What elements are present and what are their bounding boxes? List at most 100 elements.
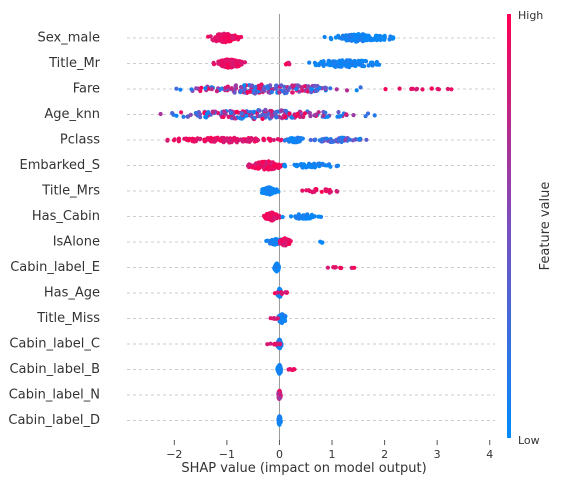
shap-point [287, 367, 293, 372]
shap-point [314, 187, 319, 192]
shap-point [324, 187, 329, 192]
shap-point [391, 36, 396, 41]
feature-label: Cabin_label_E [10, 260, 100, 275]
feature-label: Cabin_label_D [8, 413, 100, 428]
shap-point [314, 88, 319, 93]
colorbar-high-label: High [518, 9, 543, 22]
shap-point [277, 414, 282, 419]
shap-point [294, 87, 299, 92]
shap-point [330, 62, 335, 67]
shap-point [280, 214, 285, 220]
shap-point [239, 61, 244, 66]
shap-point [282, 84, 287, 89]
shap-point [268, 341, 273, 346]
feature-label: Embarked_S [19, 158, 100, 173]
shap-point [165, 138, 170, 143]
shap-point [277, 341, 283, 346]
colorbar-title: Feature value [538, 182, 553, 271]
shap-point [275, 290, 280, 295]
shap-point [313, 137, 318, 142]
shap-point [300, 188, 305, 193]
shap-point [208, 139, 214, 144]
feature-label: Cabin_label_B [9, 362, 100, 377]
shap-point [273, 239, 278, 244]
shap-point [282, 138, 288, 143]
shap-point [212, 139, 217, 144]
shap-point [299, 85, 304, 90]
shap-point [233, 83, 238, 88]
shap-point [276, 369, 281, 374]
feature-label: Title_Mrs [41, 184, 100, 199]
shap-point [221, 34, 226, 39]
shap-point [305, 164, 310, 169]
shap-point [208, 135, 213, 140]
shap-point [343, 138, 348, 143]
shap-point [269, 166, 274, 171]
colorbar-low-label: Low [518, 434, 540, 447]
shap-point [329, 139, 334, 145]
shap-point [274, 115, 279, 120]
shap-point [344, 58, 349, 63]
shap-point [283, 243, 288, 248]
shap-point [309, 164, 314, 169]
shap-point [178, 87, 183, 92]
shap-point [271, 163, 277, 168]
shap-point [253, 90, 258, 95]
shap-point [227, 139, 233, 144]
shap-point [269, 109, 274, 114]
shap-point [263, 107, 268, 112]
shap-point [299, 162, 304, 167]
shap-point [228, 39, 233, 44]
shap-point [257, 108, 262, 113]
shap-point [230, 35, 235, 41]
shap-point [283, 290, 288, 295]
shap-point [378, 35, 383, 40]
x-tick-label: 4 [486, 448, 493, 461]
shap-point [240, 139, 245, 144]
shap-point [233, 138, 238, 143]
shap-point [301, 213, 307, 218]
shap-point [316, 110, 321, 115]
shap-point [215, 35, 220, 40]
shap-point [326, 60, 331, 65]
shap-point [372, 113, 377, 118]
shap-point [193, 110, 198, 116]
shap-point [357, 137, 362, 142]
shap-point [277, 365, 283, 370]
shap-point [264, 190, 269, 196]
shap-point [282, 237, 287, 242]
shap-point [368, 37, 373, 43]
colorbar-gradient [507, 14, 511, 438]
shap-point [269, 112, 274, 118]
shap-point [283, 62, 289, 67]
shap-point [170, 111, 175, 116]
shap-point [251, 165, 256, 170]
shap-point [223, 112, 228, 117]
shap-point [371, 62, 376, 67]
shap-point [331, 265, 336, 270]
shap-point [197, 137, 202, 142]
feature-label: IsAlone [53, 235, 100, 250]
shap-point [203, 114, 208, 120]
shap-point [283, 164, 288, 169]
x-axis-title: SHAP value (impact on model output) [181, 461, 426, 476]
shap-point [208, 34, 213, 39]
shap-point [245, 138, 250, 143]
shap-point [274, 86, 279, 91]
shap-point [238, 89, 243, 94]
shap-point [264, 211, 269, 217]
shap-point [333, 35, 338, 40]
feature-label: Pclass [60, 133, 100, 148]
feature-label: Has_Age [44, 286, 100, 301]
shap-point [350, 61, 355, 66]
shap-point [239, 111, 244, 116]
shap-point [283, 108, 289, 114]
shap-point [234, 109, 240, 114]
shap-point [321, 113, 326, 118]
shap-point [445, 86, 450, 92]
shap-point [358, 85, 363, 90]
shap-point [269, 89, 274, 95]
shap-point [328, 86, 333, 91]
shap-point [308, 137, 313, 143]
shap-point [276, 189, 281, 194]
